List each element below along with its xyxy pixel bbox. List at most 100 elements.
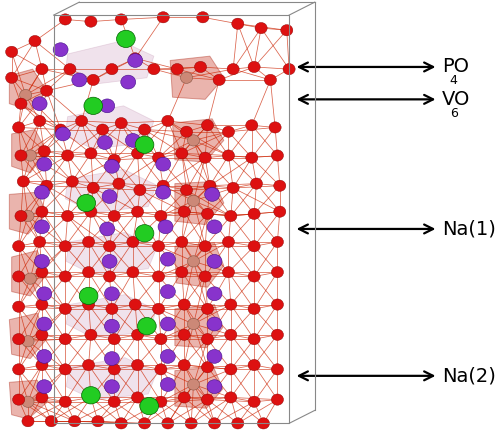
Circle shape — [160, 378, 176, 391]
Circle shape — [272, 364, 283, 375]
Polygon shape — [175, 367, 223, 408]
Circle shape — [188, 195, 200, 206]
Circle shape — [248, 61, 260, 73]
Polygon shape — [10, 380, 46, 419]
Polygon shape — [66, 358, 156, 400]
Circle shape — [199, 152, 211, 163]
Circle shape — [224, 329, 237, 340]
Circle shape — [36, 267, 48, 278]
Polygon shape — [12, 130, 46, 173]
Circle shape — [188, 379, 200, 390]
Circle shape — [140, 397, 158, 415]
Text: VO: VO — [442, 90, 470, 109]
Text: Na(2): Na(2) — [442, 366, 496, 385]
Polygon shape — [175, 181, 224, 225]
Circle shape — [272, 236, 283, 248]
Circle shape — [207, 254, 222, 268]
Circle shape — [32, 97, 47, 111]
Circle shape — [36, 206, 48, 217]
Circle shape — [248, 208, 260, 219]
Circle shape — [127, 236, 139, 248]
Circle shape — [158, 220, 173, 234]
Polygon shape — [66, 295, 156, 338]
Circle shape — [155, 364, 167, 375]
Circle shape — [82, 359, 94, 371]
Circle shape — [37, 287, 52, 301]
Circle shape — [59, 14, 72, 25]
Circle shape — [222, 267, 234, 278]
Circle shape — [22, 396, 34, 407]
Circle shape — [224, 392, 237, 403]
Text: Na(1): Na(1) — [442, 219, 496, 238]
Circle shape — [207, 380, 222, 394]
Circle shape — [248, 303, 260, 314]
Polygon shape — [66, 106, 154, 149]
Circle shape — [12, 364, 24, 375]
Circle shape — [92, 416, 104, 427]
Circle shape — [264, 74, 276, 86]
Circle shape — [87, 74, 100, 86]
Circle shape — [20, 89, 32, 101]
Circle shape — [132, 206, 143, 217]
Circle shape — [272, 150, 283, 161]
Circle shape — [45, 416, 58, 427]
Circle shape — [85, 206, 97, 217]
Polygon shape — [175, 305, 223, 348]
Circle shape — [157, 12, 170, 23]
Circle shape — [126, 133, 140, 147]
Circle shape — [274, 206, 286, 217]
Circle shape — [134, 184, 146, 196]
Circle shape — [176, 236, 188, 248]
Circle shape — [162, 115, 174, 127]
Circle shape — [176, 267, 188, 278]
Polygon shape — [10, 192, 46, 234]
Circle shape — [113, 178, 125, 189]
Circle shape — [59, 396, 72, 407]
Circle shape — [64, 64, 76, 75]
Circle shape — [6, 72, 18, 83]
Circle shape — [108, 334, 120, 345]
Circle shape — [36, 64, 48, 75]
Circle shape — [272, 394, 283, 405]
Circle shape — [232, 418, 244, 429]
Circle shape — [87, 182, 100, 194]
Circle shape — [108, 396, 120, 407]
Circle shape — [85, 16, 97, 27]
Circle shape — [156, 185, 170, 199]
Circle shape — [160, 317, 176, 331]
Polygon shape — [170, 56, 224, 99]
Circle shape — [156, 157, 170, 171]
Circle shape — [80, 287, 98, 305]
Circle shape — [12, 301, 24, 312]
Circle shape — [106, 64, 118, 75]
Circle shape — [178, 329, 190, 340]
Circle shape — [22, 210, 34, 222]
Circle shape — [188, 318, 200, 330]
Circle shape — [160, 285, 176, 299]
Circle shape — [129, 299, 141, 310]
Circle shape — [274, 180, 286, 191]
Circle shape — [272, 267, 283, 278]
Circle shape — [82, 299, 94, 310]
Circle shape — [188, 135, 200, 146]
Circle shape — [135, 136, 154, 153]
Circle shape — [116, 30, 135, 48]
Circle shape — [34, 254, 50, 268]
Circle shape — [108, 154, 120, 165]
Circle shape — [132, 329, 143, 340]
Circle shape — [76, 115, 88, 127]
Circle shape — [104, 159, 120, 173]
Circle shape — [138, 124, 150, 135]
Circle shape — [115, 418, 128, 429]
Circle shape — [82, 236, 94, 248]
Circle shape — [100, 99, 114, 113]
Circle shape — [115, 118, 128, 129]
Circle shape — [104, 352, 120, 365]
Circle shape — [82, 387, 100, 404]
Circle shape — [246, 120, 258, 131]
Circle shape — [12, 271, 24, 282]
Circle shape — [171, 64, 183, 75]
Circle shape — [100, 222, 114, 236]
Circle shape — [180, 126, 192, 137]
Circle shape — [185, 418, 197, 429]
